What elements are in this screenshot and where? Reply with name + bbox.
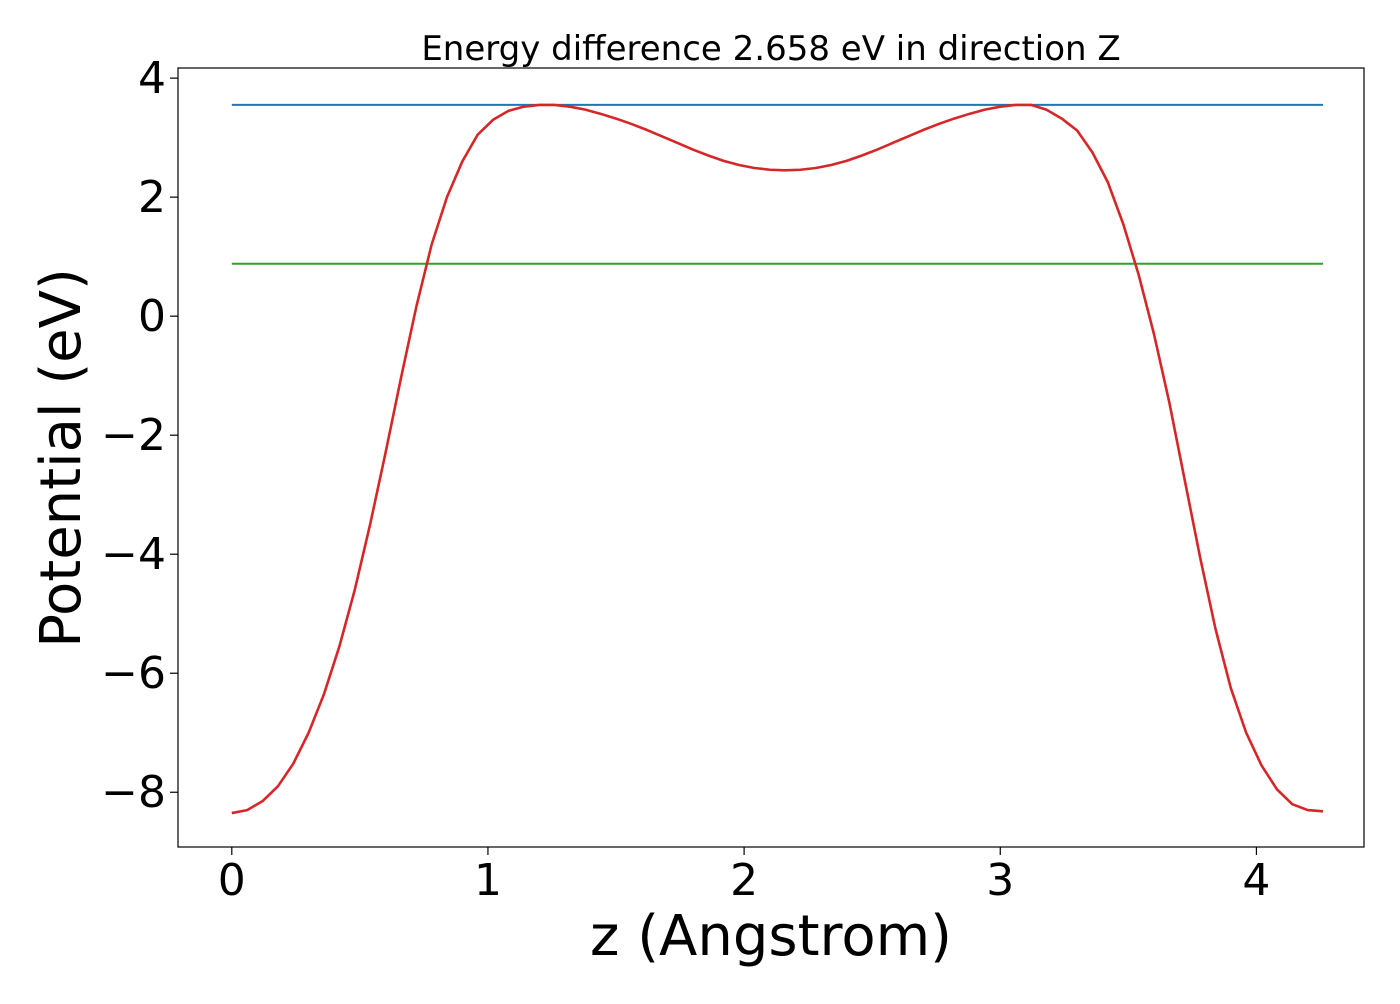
y-axis-title: Potential (eV): [29, 268, 94, 648]
x-tick-label: 0: [218, 855, 246, 906]
y-tick-label: −8: [101, 767, 166, 818]
y-tick-label: −4: [101, 529, 166, 580]
chart-title: Energy difference 2.658 eV in direction …: [421, 29, 1120, 69]
y-tick-label: 0: [138, 291, 166, 342]
y-tick-label: 2: [138, 172, 166, 223]
y-tick-label: −6: [101, 648, 166, 699]
tick-layer: 0 1 2 3 4 −8 −6 −4 −2 0 2 4: [101, 53, 1270, 906]
potential-curve: [231, 103, 1324, 815]
x-tick-label: 3: [986, 855, 1014, 906]
x-tick-label: 1: [474, 855, 502, 906]
x-axis-title: z (Angstrom): [590, 904, 952, 969]
x-tick-label: 4: [1242, 855, 1270, 906]
plot-layer: [231, 103, 1324, 815]
x-tick-label: 2: [730, 855, 758, 906]
y-tick-label: 4: [138, 53, 166, 104]
y-tick-label: −2: [101, 410, 166, 461]
plot-frame: [177, 67, 1365, 848]
